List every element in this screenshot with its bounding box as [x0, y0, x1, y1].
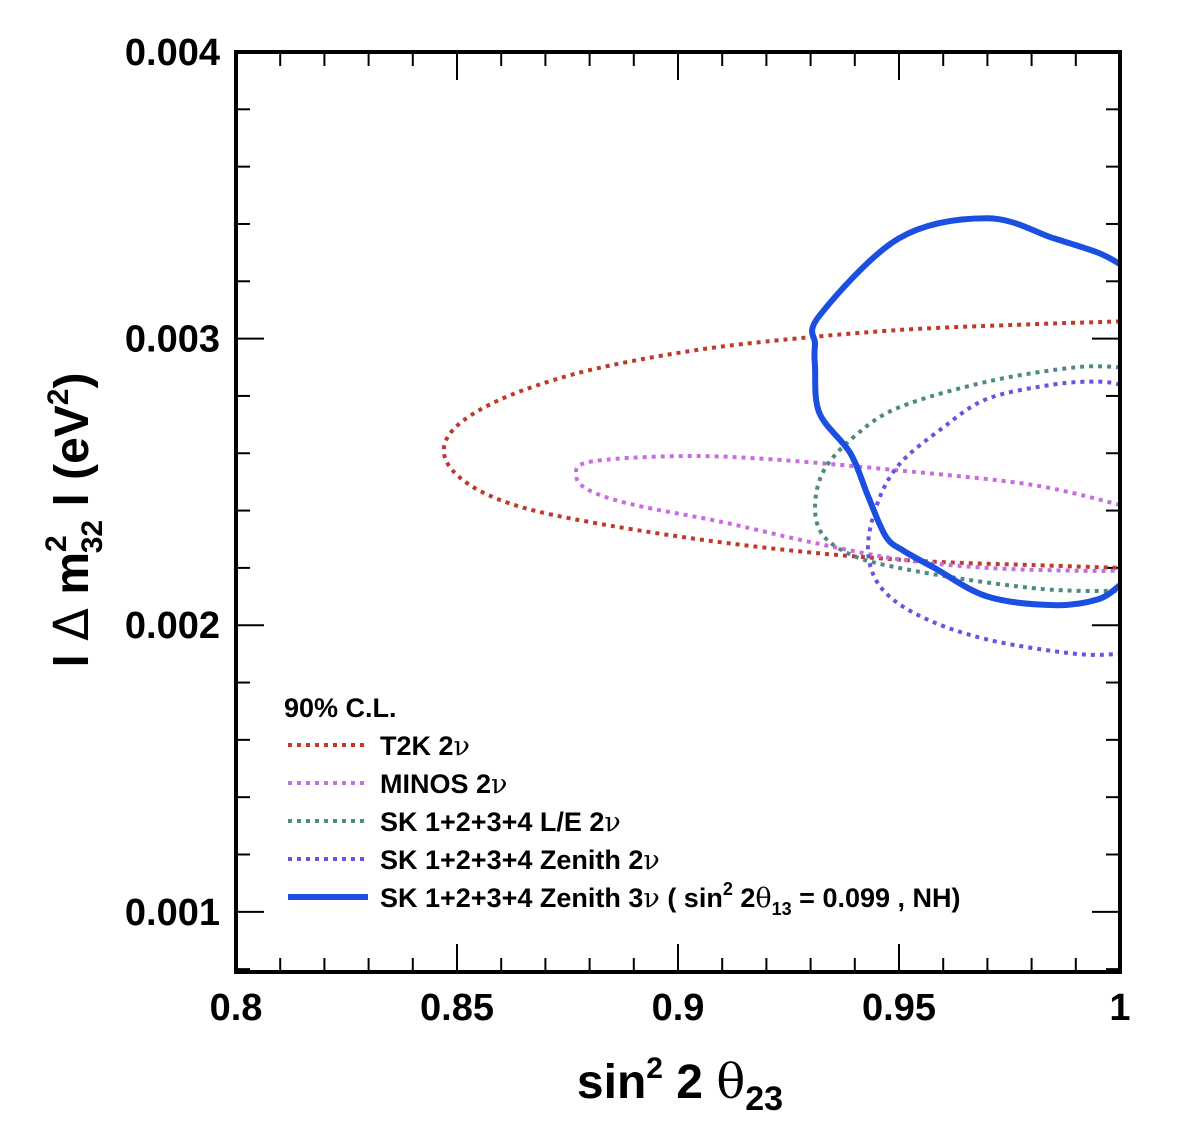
y-tick-label: 0.003 — [125, 319, 220, 361]
tick-labels: 0.8 0.85 0.9 0.95 1 0.001 0.002 0.003 0.004 — [125, 32, 1131, 1029]
legend-label-sk-zenith-2nu: SK 1+2+3+4 Zenith 2ν — [380, 845, 660, 876]
legend-label-minos: MINOS 2ν — [380, 769, 507, 800]
legend-label-sk-le: SK 1+2+3+4 L/E 2ν — [380, 807, 621, 838]
series-line-1 — [574, 453, 1121, 573]
x-axis-title: sin2 2 θ23 — [577, 1052, 783, 1118]
x-tick-label: 1 — [1109, 987, 1130, 1029]
y-tick-label: 0.001 — [125, 892, 220, 934]
y-tick-label: 0.002 — [125, 605, 220, 647]
series-line-0 — [441, 319, 1121, 570]
y-tick-label: 0.004 — [125, 32, 220, 74]
x-tick-label: 0.9 — [652, 987, 705, 1029]
x-tick-label: 0.85 — [420, 987, 494, 1029]
legend-label-t2k: T2K 2ν — [380, 731, 470, 762]
series-line-4 — [809, 215, 1122, 609]
series-line-3 — [866, 379, 1121, 657]
y-axis-title: l Δ m2 32 l (eV2) — [40, 373, 109, 668]
legend-header: 90% C.L. — [284, 693, 397, 723]
series-layer — [441, 215, 1122, 657]
x-tick-label: 0.95 — [862, 987, 936, 1029]
x-tick-label: 0.8 — [210, 987, 263, 1029]
legend: 90% C.L. T2K 2ν MINOS 2ν SK 1+2+3+4 L/E … — [284, 693, 961, 919]
plot-frame — [234, 50, 1122, 974]
legend-label-sk-zenith-3nu: SK 1+2+3+4 Zenith 3ν ( sin2 2θ13 = 0.099… — [380, 879, 961, 919]
